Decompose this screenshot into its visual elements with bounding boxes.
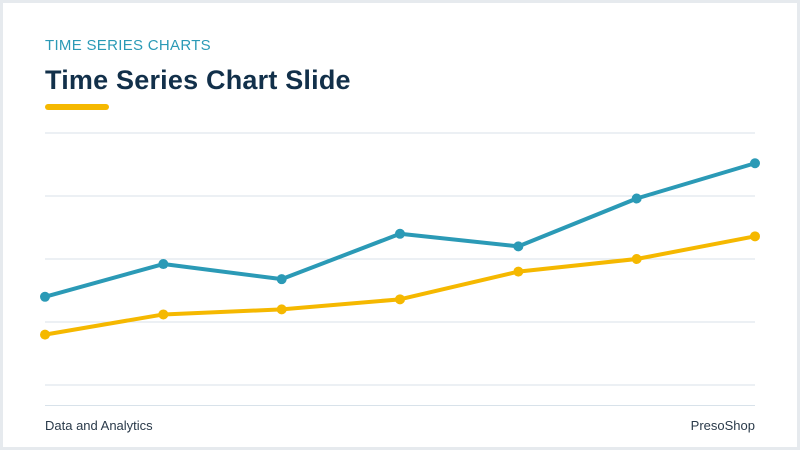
series-1 <box>40 158 760 302</box>
data-point <box>276 274 287 285</box>
data-point <box>40 329 50 340</box>
data-point <box>513 266 524 277</box>
series-2 <box>40 231 760 340</box>
data-point <box>395 294 405 305</box>
series-line <box>43 234 757 337</box>
data-point <box>750 231 760 242</box>
slide: TIME SERIES CHARTS Time Series Chart Sli… <box>3 3 797 447</box>
data-point <box>158 309 169 320</box>
data-point <box>631 254 642 264</box>
data-point <box>158 259 169 270</box>
data-point <box>395 228 405 239</box>
slide-kicker: TIME SERIES CHARTS <box>45 37 211 54</box>
line-chart <box>40 132 760 386</box>
data-point <box>750 158 760 169</box>
footer-left-text: Data and Analytics <box>45 418 153 433</box>
chart-gridlines <box>45 132 755 386</box>
title-accent-bar <box>45 104 109 110</box>
data-point <box>276 304 287 315</box>
footer-right-text: PresoShop <box>690 418 755 433</box>
chart-series <box>40 158 760 340</box>
data-point <box>631 193 642 204</box>
data-point <box>513 241 524 252</box>
slide-title: Time Series Chart Slide <box>45 65 351 95</box>
footer-divider <box>45 405 755 406</box>
data-point <box>40 291 50 302</box>
